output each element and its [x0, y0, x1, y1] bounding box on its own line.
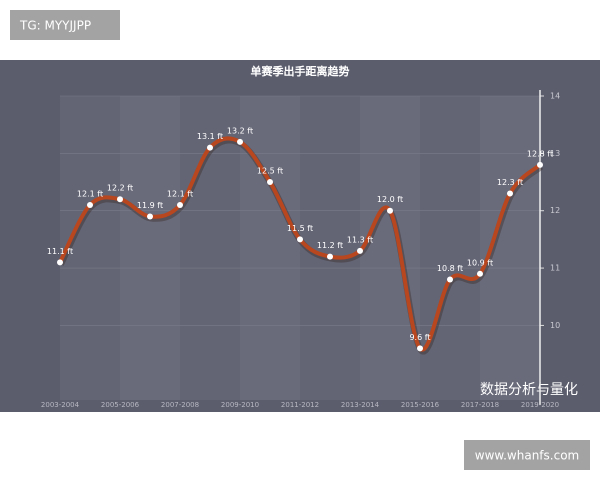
x-tick-label: 2003-2004	[41, 401, 80, 409]
y-tick-label: 11	[550, 264, 560, 273]
y-tick-label: 12	[550, 206, 560, 215]
point	[87, 201, 93, 208]
x-tick-label: 2009-2010	[221, 401, 259, 409]
point	[207, 144, 213, 151]
badge: TG: MYYJJPP	[19, 19, 91, 33]
grid-band	[240, 96, 300, 400]
point	[147, 213, 153, 220]
line	[58, 136, 542, 352]
point	[297, 236, 303, 243]
point	[117, 196, 123, 203]
x-tick-label: 2011-2012	[281, 401, 319, 409]
footer-box	[464, 440, 590, 470]
chart-title: 单赛季出手距离趋势	[251, 64, 350, 78]
point	[417, 345, 423, 352]
point	[537, 161, 543, 168]
x-tick-label: 2017-2018	[461, 401, 499, 409]
value-label: 12.0 ft	[377, 195, 403, 204]
value-label: 12.3 ft	[497, 178, 523, 187]
point	[507, 190, 513, 197]
grid-band	[360, 96, 420, 400]
y-tick-label: 10	[550, 321, 560, 330]
grid-band	[120, 96, 180, 400]
grid-band	[60, 96, 120, 400]
point	[327, 253, 333, 260]
grid-band	[420, 96, 480, 400]
point	[267, 179, 273, 186]
value-label: 10.9 ft	[467, 258, 493, 267]
point	[357, 247, 363, 254]
x-tick-label: 2015-2016	[401, 401, 440, 409]
value-label: 11.1 ft	[47, 247, 73, 256]
value-label: 9.6 ft	[409, 333, 430, 342]
point	[237, 138, 243, 145]
value-label: 11.5 ft	[287, 224, 313, 233]
value-label: 12.5 ft	[257, 167, 283, 176]
x-tick-label: 2013-2014	[341, 401, 380, 409]
value-label: 11.9 ft	[137, 201, 163, 210]
point	[477, 270, 483, 277]
value-label: 12.1 ft	[167, 189, 193, 198]
x-tick-label: 2019-2020	[521, 401, 559, 409]
value-label: 12.2 ft	[107, 184, 133, 193]
footer-url: www.whanfs.com	[475, 449, 579, 463]
value-label: 13.2 ft	[227, 126, 253, 135]
point	[447, 276, 453, 283]
y-tick-label: 14	[550, 92, 560, 101]
value-label: 12.1 ft	[77, 189, 103, 198]
point	[177, 201, 183, 208]
x-tick-label: 2005-2006	[101, 401, 140, 409]
value-label: 10.8 ft	[437, 264, 463, 273]
value-label: 11.2 ft	[317, 241, 343, 250]
y-tick-label: 13	[550, 149, 560, 158]
point	[387, 207, 393, 214]
value-label: 13.1 ft	[197, 132, 223, 141]
value-label: 11.3 ft	[347, 235, 373, 244]
x-tick-label: 2007-2008	[161, 401, 199, 409]
value-label: 12.8 ft	[527, 149, 553, 158]
point	[57, 259, 63, 266]
badge-box	[10, 10, 120, 40]
watermark: 数据分析与量化	[480, 382, 578, 398]
